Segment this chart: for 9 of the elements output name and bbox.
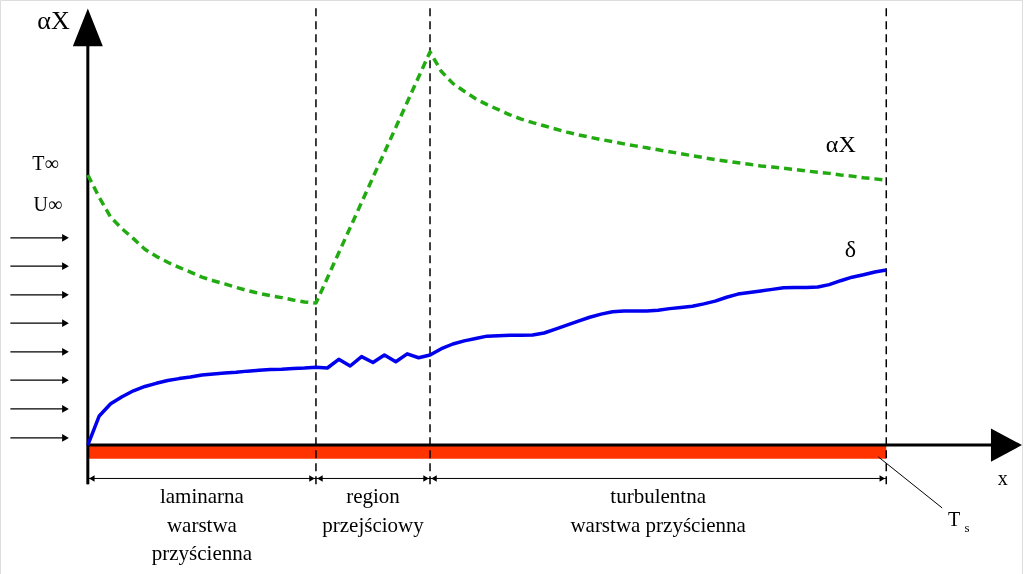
- series-label: δ: [844, 236, 856, 263]
- text: x: [997, 466, 1008, 489]
- text: T∞: [32, 152, 59, 175]
- series-label: αX: [825, 131, 856, 158]
- y-axis-title: αX: [37, 5, 70, 35]
- text: region przejściowy: [322, 484, 425, 537]
- text: U∞: [33, 193, 63, 216]
- text: turbulentna warstwa przyścienna: [570, 484, 747, 537]
- text: laminarna warstwa przyścienna: [151, 484, 253, 566]
